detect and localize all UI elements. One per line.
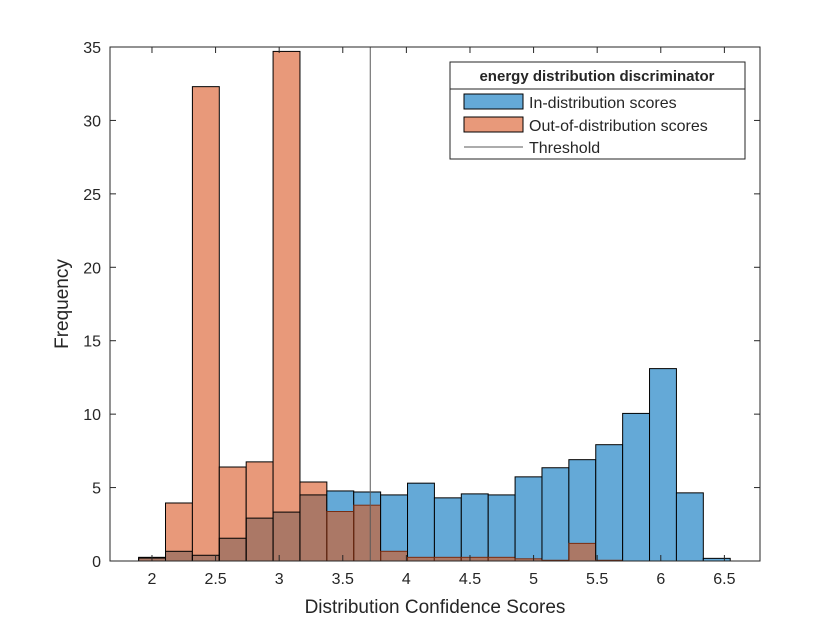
bar-overlap xyxy=(488,557,516,561)
legend-label-out-of-distribution: Out-of-distribution scores xyxy=(529,118,708,135)
y-tick-label: 0 xyxy=(92,554,101,571)
x-tick-label: 6.5 xyxy=(713,571,735,588)
bar-overlap xyxy=(568,543,596,561)
bar-top xyxy=(703,558,731,561)
bar-top xyxy=(380,494,408,552)
legend-title: energy distribution discriminator xyxy=(479,68,714,85)
bar-top xyxy=(273,51,300,513)
bar-top xyxy=(192,86,220,556)
bar-overlap xyxy=(326,511,354,561)
bar-top xyxy=(246,461,274,519)
bar-top xyxy=(165,502,193,552)
x-tick-label: 5 xyxy=(529,571,538,588)
x-tick-label: 4.5 xyxy=(459,571,481,588)
bar-top xyxy=(353,491,381,506)
y-tick-label: 20 xyxy=(83,260,101,277)
y-tick-label: 30 xyxy=(83,113,101,130)
legend-swatch-in-distribution xyxy=(463,93,524,110)
y-tick-label: 35 xyxy=(83,40,101,57)
bar-top xyxy=(299,481,327,495)
bar-overlap xyxy=(515,558,542,561)
bar-top xyxy=(434,497,462,558)
bar-top xyxy=(488,494,516,558)
bars-layer xyxy=(138,50,731,562)
bar-overlap xyxy=(407,557,435,561)
bar-top xyxy=(407,483,435,558)
bar-top xyxy=(676,492,704,561)
bar-top xyxy=(461,493,489,558)
x-tick-label: 4 xyxy=(402,571,411,588)
bar-top xyxy=(649,368,677,561)
legend-label-threshold: Threshold xyxy=(529,140,600,157)
bar-overlap xyxy=(353,505,381,561)
y-tick-label: 25 xyxy=(83,187,101,204)
bar-top xyxy=(568,459,596,544)
x-tick-label: 2 xyxy=(148,571,157,588)
legend-box xyxy=(449,61,746,160)
y-tick-label: 5 xyxy=(92,481,101,498)
legend-swatch-out-of-distribution xyxy=(463,116,524,133)
legend-label-in-distribution: In-distribution scores xyxy=(529,95,677,112)
y-tick-label: 10 xyxy=(83,407,101,424)
bar-overlap xyxy=(380,551,408,561)
bar-top xyxy=(541,467,569,561)
x-tick-label: 5.5 xyxy=(586,571,608,588)
bar-overlap xyxy=(246,518,274,561)
plot-area-frame xyxy=(109,46,761,562)
x-tick-label: 2.5 xyxy=(204,571,226,588)
y-tick-label: 15 xyxy=(83,334,101,351)
x-axis-label: Distribution Confidence Scores xyxy=(305,597,566,618)
y-axis: 0 5 10 15 20 25 30 35 xyxy=(83,40,760,571)
bar-overlap xyxy=(192,555,220,561)
x-tick-label: 3.5 xyxy=(332,571,354,588)
x-tick-label: 3 xyxy=(275,571,284,588)
bar-overlap xyxy=(273,512,300,561)
legend: energy distribution discriminator In-dis… xyxy=(449,61,746,160)
x-tick-label: 6 xyxy=(656,571,665,588)
x-axis: 2 2.5 3 3.5 4 4.5 5 5.5 6 6.5 xyxy=(148,47,736,588)
bar-top xyxy=(326,490,354,512)
bar-overlap xyxy=(434,557,462,561)
bar-top xyxy=(219,467,247,539)
bar-overlap xyxy=(165,551,193,561)
bar-top xyxy=(515,476,542,559)
bar-overlap xyxy=(461,557,489,561)
y-axis-label: Frequency xyxy=(52,259,73,349)
bar-top xyxy=(595,444,623,561)
bar-top xyxy=(622,413,650,561)
bar-overlap xyxy=(219,538,247,561)
bar-overlap xyxy=(299,494,327,561)
